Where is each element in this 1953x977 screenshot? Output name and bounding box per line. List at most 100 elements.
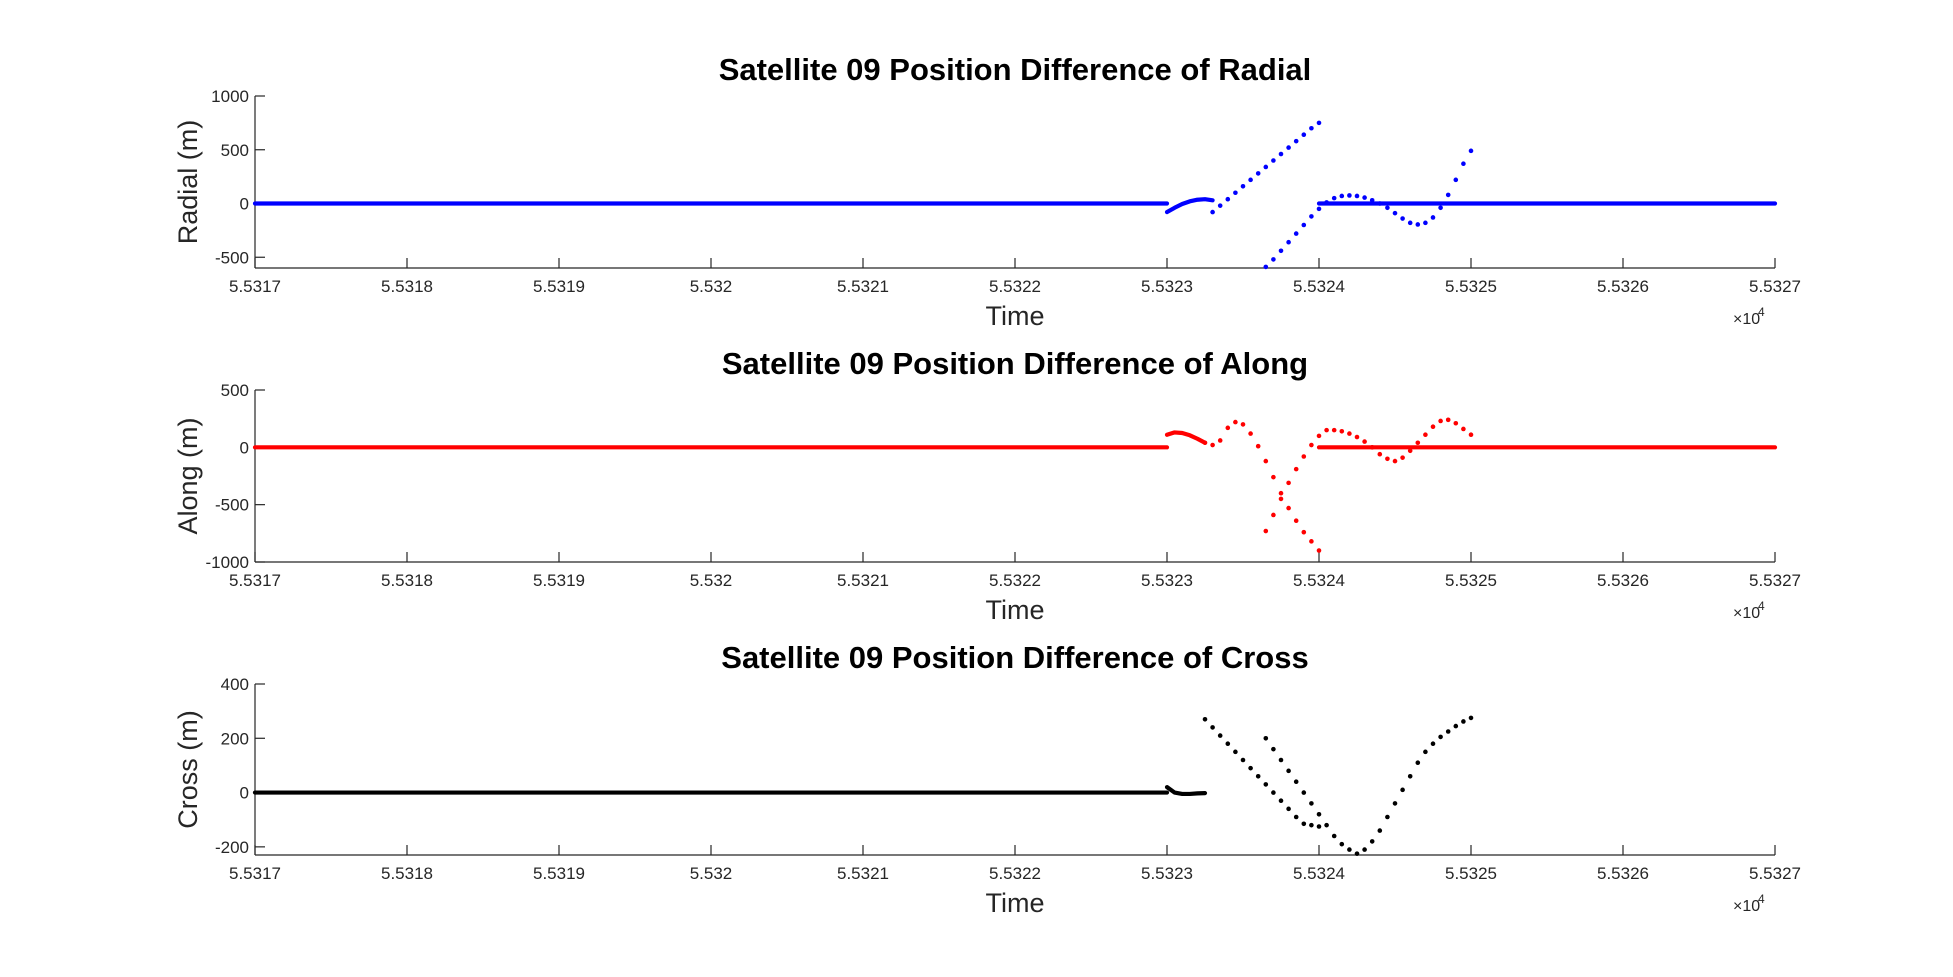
data-point bbox=[1293, 814, 1299, 820]
data-point bbox=[1217, 203, 1223, 208]
data-point bbox=[1263, 528, 1269, 534]
data-point bbox=[1354, 434, 1360, 440]
y-tick-label: 200 bbox=[221, 729, 249, 748]
data-point bbox=[1286, 806, 1291, 812]
data-point bbox=[1438, 418, 1443, 424]
data-point bbox=[1445, 192, 1451, 198]
data-point bbox=[1468, 432, 1474, 438]
data-point bbox=[1316, 811, 1322, 817]
chart-title: Satellite 09 Position Difference of Radi… bbox=[719, 52, 1312, 87]
y-tick-label: 1000 bbox=[211, 87, 249, 106]
data-point bbox=[1461, 719, 1466, 724]
data-point bbox=[1392, 801, 1398, 806]
data-point bbox=[1331, 833, 1337, 839]
x-axis-label: Time bbox=[986, 595, 1045, 625]
data-point bbox=[1324, 427, 1329, 433]
data-point bbox=[1240, 184, 1246, 189]
data-point bbox=[1278, 798, 1284, 804]
x-axis-label: Time bbox=[986, 888, 1045, 918]
data-point bbox=[1301, 790, 1307, 795]
data-point bbox=[1385, 205, 1390, 211]
x-tick-label: 5.5326 bbox=[1597, 277, 1649, 296]
data-point bbox=[1286, 480, 1291, 486]
data-point bbox=[1202, 716, 1208, 722]
x-exponent-label: ×10 bbox=[1733, 311, 1760, 328]
data-point bbox=[1233, 419, 1238, 425]
x-tick-label: 5.5324 bbox=[1293, 571, 1345, 590]
data-point bbox=[1331, 195, 1337, 201]
data-point bbox=[1362, 847, 1367, 852]
data-point bbox=[1461, 426, 1466, 432]
x-tick-label: 5.5325 bbox=[1445, 571, 1497, 590]
y-tick-label: 0 bbox=[240, 195, 249, 214]
x-tick-label: 5.5321 bbox=[837, 571, 889, 590]
data-series-2 bbox=[1164, 430, 1208, 445]
x-axis-label: Time bbox=[986, 301, 1045, 331]
data-point bbox=[1271, 746, 1276, 752]
data-point bbox=[1339, 193, 1345, 199]
data-point bbox=[1309, 125, 1314, 131]
x-tick-label: 5.5326 bbox=[1597, 571, 1649, 590]
data-point bbox=[1210, 442, 1215, 448]
x-tick-label: 5.5327 bbox=[1749, 864, 1801, 883]
data-point bbox=[1263, 164, 1269, 170]
data-point bbox=[1263, 735, 1269, 741]
data-point bbox=[1377, 828, 1383, 833]
data-point bbox=[1263, 264, 1269, 270]
data-point bbox=[1438, 734, 1443, 740]
y-axis-label: Cross (m) bbox=[173, 710, 203, 828]
data-point bbox=[1347, 193, 1352, 198]
data-point bbox=[1316, 548, 1322, 553]
data-point bbox=[1255, 171, 1261, 176]
x-tick-label: 5.5324 bbox=[1293, 864, 1345, 883]
data-point bbox=[1339, 841, 1345, 847]
data-point bbox=[1415, 440, 1421, 446]
x-tick-label: 5.5322 bbox=[989, 277, 1041, 296]
y-axis-label: Along (m) bbox=[173, 417, 203, 534]
data-point bbox=[1278, 151, 1284, 157]
data-point bbox=[1309, 214, 1314, 219]
data-point bbox=[1430, 741, 1436, 747]
data-point bbox=[1301, 529, 1307, 535]
data-point bbox=[1225, 741, 1231, 747]
data-point bbox=[1438, 205, 1443, 211]
data-point bbox=[1415, 222, 1421, 227]
data-point bbox=[1210, 209, 1215, 215]
data-point bbox=[1309, 442, 1314, 448]
x-tick-label: 5.5321 bbox=[837, 864, 889, 883]
x-tick-label: 5.5325 bbox=[1445, 277, 1497, 296]
x-tick-label: 5.5327 bbox=[1749, 277, 1801, 296]
x-tick-label: 5.5317 bbox=[229, 864, 281, 883]
data-series-2 bbox=[1164, 197, 1215, 215]
data-point bbox=[1316, 120, 1322, 126]
data-point bbox=[1248, 765, 1253, 771]
data-point bbox=[1392, 458, 1398, 464]
data-point bbox=[1324, 822, 1329, 828]
data-point bbox=[1286, 505, 1291, 511]
data-point bbox=[1248, 431, 1253, 436]
data-point bbox=[1217, 438, 1223, 443]
x-tick-label: 5.5319 bbox=[533, 864, 585, 883]
data-point bbox=[1354, 851, 1360, 856]
data-point bbox=[1453, 420, 1459, 426]
chart-panel-2: Satellite 09 Position Difference of Alon… bbox=[173, 346, 1801, 625]
data-point bbox=[1248, 177, 1253, 183]
x-tick-label: 5.5326 bbox=[1597, 864, 1649, 883]
x-exponent-power: 4 bbox=[1758, 892, 1765, 906]
data-point bbox=[1278, 496, 1284, 502]
data-point bbox=[1286, 239, 1291, 245]
data-point bbox=[1468, 715, 1474, 721]
data-point bbox=[1301, 222, 1307, 228]
data-point bbox=[1202, 440, 1208, 446]
data-point bbox=[1293, 231, 1299, 236]
x-tick-label: 5.5321 bbox=[837, 277, 889, 296]
x-exponent-power: 4 bbox=[1758, 305, 1765, 319]
data-point bbox=[1271, 474, 1276, 480]
data-point bbox=[1293, 138, 1299, 144]
x-tick-label: 5.5318 bbox=[381, 571, 433, 590]
data-point bbox=[1217, 733, 1223, 738]
data-point bbox=[1369, 839, 1375, 844]
data-point bbox=[1309, 801, 1314, 806]
data-point bbox=[1407, 220, 1413, 226]
